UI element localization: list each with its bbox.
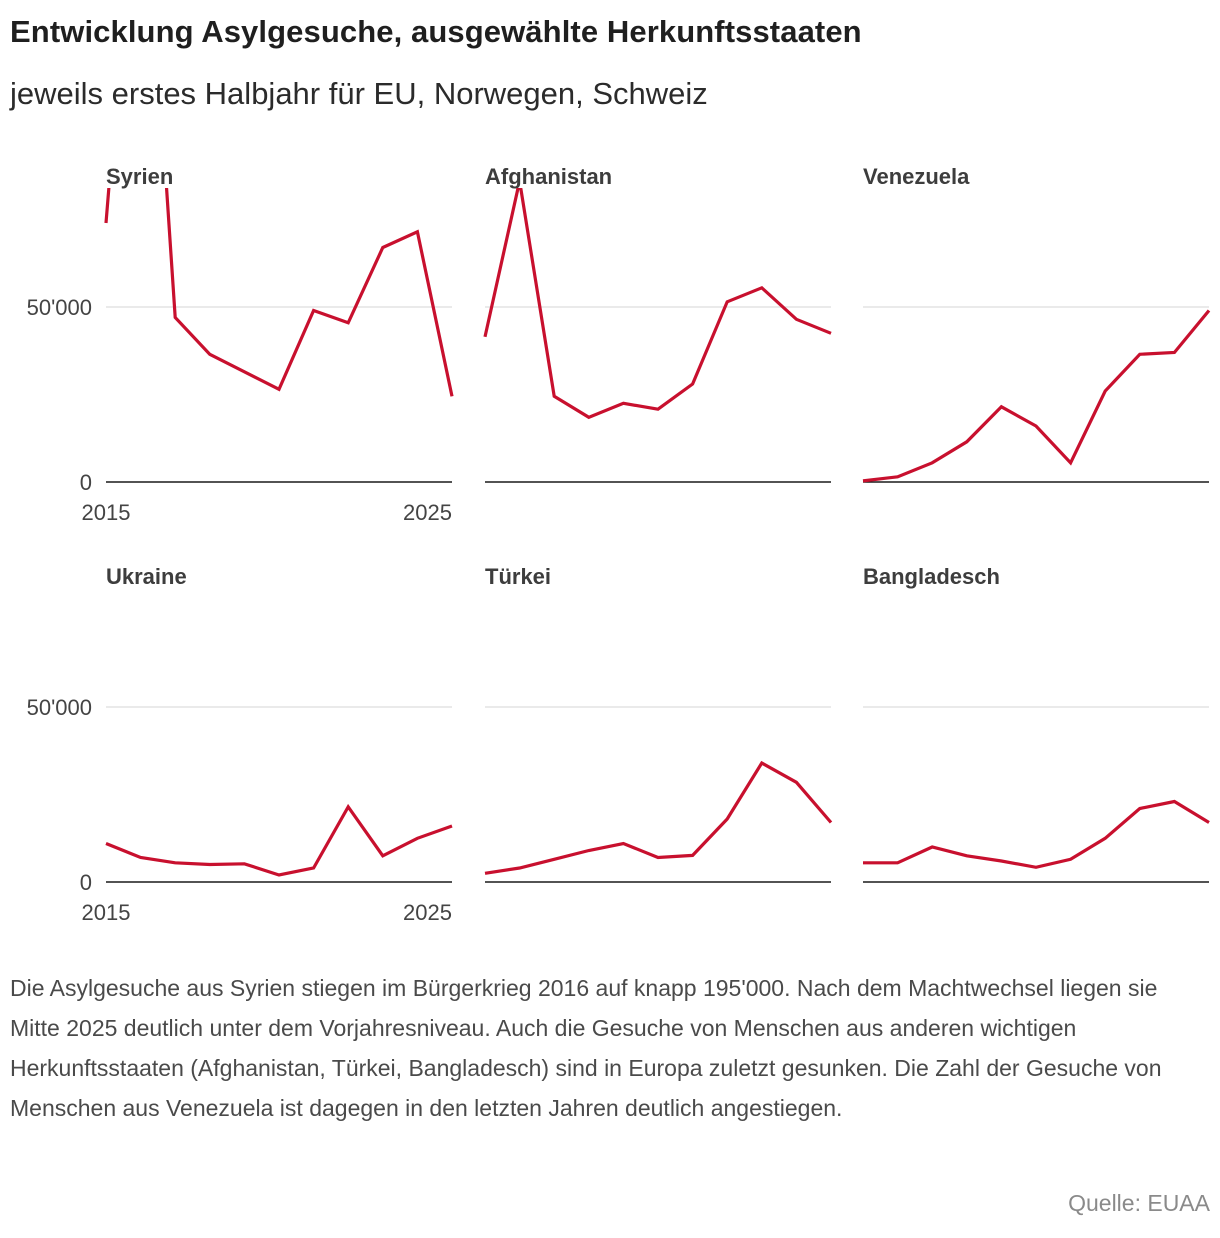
series-line-t-rkei (484, 760, 833, 875)
chart-description: Die Asylgesuche aus Syrien stiegen im Bü… (10, 975, 1162, 1121)
series-line-afghanistan (483, 188, 832, 420)
small-multiples-chart: 0 50'000 2015 2025 Syrien Afghanistan Venezuel… (27, 164, 1211, 925)
y-tick-label: 50'000 (27, 695, 92, 720)
panel-title-ukraine: Ukraine (106, 564, 187, 589)
x-tick-label-end: 2025 (403, 900, 452, 925)
panel-title-afghanistan: Afghanistan (485, 164, 612, 189)
panel-title-syrien: Syrien (106, 164, 173, 189)
chart-subtitle: jeweils erstes Halbjahr für EU, Norwegen… (10, 76, 708, 111)
series-line-ukraine (105, 803, 453, 877)
series-line-venezuela (862, 309, 1211, 483)
x-tick-label-start: 2015 (82, 900, 131, 925)
panel-title-venezuela: Venezuela (863, 164, 970, 189)
series-line-syrien (104, 188, 454, 397)
panel-title-t-rkei: Türkei (485, 564, 551, 589)
y-tick-label: 0 (80, 870, 92, 895)
x-tick-label-start: 2015 (82, 500, 131, 525)
source-note: Quelle: EUAA (1068, 1190, 1210, 1216)
x-tick-label-end: 2025 (403, 500, 452, 525)
panel-title-bangladesch: Bangladesch (863, 564, 1000, 589)
y-tick-label: 0 (80, 470, 92, 495)
y-tick-label: 50'000 (27, 295, 92, 320)
series-line-bangladesch (863, 799, 1210, 869)
chart-title: Entwicklung Asylgesuche, ausgewählte Her… (10, 14, 862, 49)
